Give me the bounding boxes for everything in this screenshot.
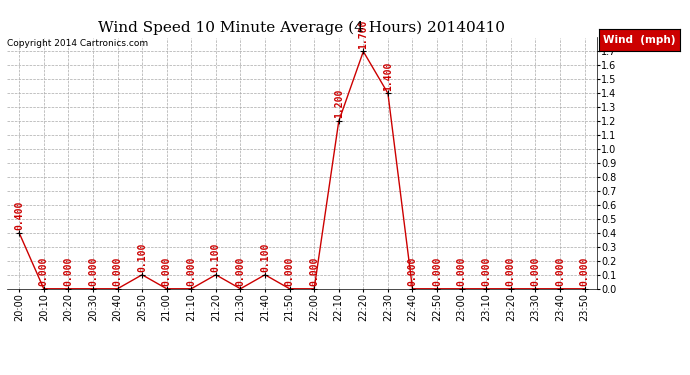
- Text: 0.000: 0.000: [432, 256, 442, 286]
- Text: 0.100: 0.100: [137, 243, 147, 272]
- Text: 0.000: 0.000: [506, 256, 516, 286]
- Text: 1.700: 1.700: [358, 19, 368, 49]
- Text: 0.000: 0.000: [284, 256, 295, 286]
- Text: 0.000: 0.000: [186, 256, 196, 286]
- Text: 0.000: 0.000: [235, 256, 246, 286]
- Text: 1.200: 1.200: [334, 89, 344, 118]
- Text: Wind  (mph): Wind (mph): [603, 35, 676, 45]
- Text: 0.000: 0.000: [408, 256, 417, 286]
- Text: 0.000: 0.000: [309, 256, 319, 286]
- Text: 0.000: 0.000: [88, 256, 98, 286]
- Text: 0.100: 0.100: [260, 243, 270, 272]
- Text: 0.000: 0.000: [161, 256, 172, 286]
- Text: 0.000: 0.000: [531, 256, 540, 286]
- Text: 0.000: 0.000: [580, 256, 589, 286]
- Text: 0.100: 0.100: [211, 243, 221, 272]
- Text: 0.000: 0.000: [39, 256, 49, 286]
- Text: Copyright 2014 Cartronics.com: Copyright 2014 Cartronics.com: [7, 39, 148, 48]
- Text: 0.000: 0.000: [63, 256, 73, 286]
- Title: Wind Speed 10 Minute Average (4 Hours) 20140410: Wind Speed 10 Minute Average (4 Hours) 2…: [99, 21, 505, 35]
- Text: 0.000: 0.000: [555, 256, 565, 286]
- Text: 0.000: 0.000: [481, 256, 491, 286]
- Text: 0.400: 0.400: [14, 201, 24, 230]
- Text: 0.000: 0.000: [112, 256, 123, 286]
- Text: 1.400: 1.400: [383, 61, 393, 90]
- Text: 0.000: 0.000: [457, 256, 466, 286]
